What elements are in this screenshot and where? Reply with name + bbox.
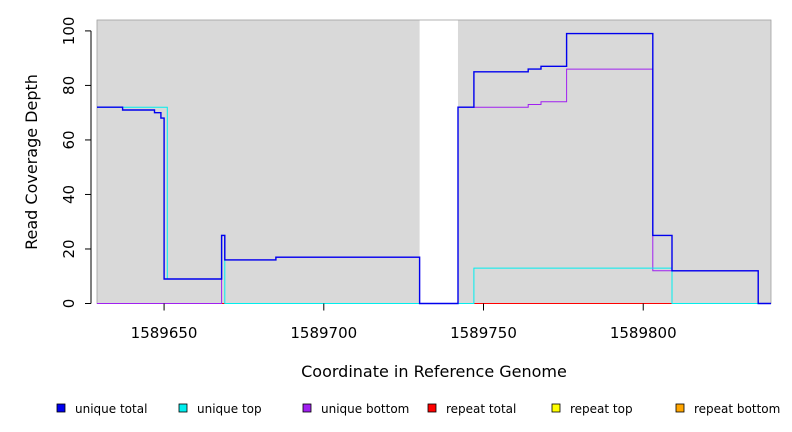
y-tick-label: 80 [60,76,78,95]
legend-item-unique-bottom: unique bottom [302,402,409,416]
series-layer [97,32,771,305]
y-tick-label: 60 [60,130,78,149]
y-tick-label: 0 [60,299,78,309]
legend-swatch [551,403,561,413]
legend-item-unique-top: unique top [178,402,262,416]
legend-swatch [427,403,437,413]
legend-label: repeat total [446,402,516,416]
x-tick-label: 1589800 [610,324,677,342]
legend-label: unique top [197,402,262,416]
legend-swatch [675,403,685,413]
legend-label: repeat top [570,402,633,416]
x-tick-label: 1589750 [450,324,517,342]
legend-swatch [56,403,66,413]
series-line-unique-top [97,106,771,304]
legend-item-unique-total: unique total [56,402,147,416]
x-tick-label: 1589650 [131,324,198,342]
legend-item-repeat-top: repeat top [551,402,633,416]
plot-shade-right [457,20,771,304]
axes-layer: 0 20 40 60 80 100 1589650 1589700 1589750 1589800 [60,17,677,342]
y-tick-label: 40 [60,185,78,204]
y-tick-label: 20 [60,239,78,258]
plot-shade-left [97,20,420,304]
legend-item-repeat-bottom: repeat bottom [675,402,780,416]
series-line-unique-total [97,32,771,305]
legend-label: unique bottom [321,402,409,416]
legend-label: repeat bottom [694,402,780,416]
legend-swatch [178,403,188,413]
y-axis-title: Read Coverage Depth [22,74,41,250]
legend-swatch [302,403,312,413]
x-tick-label: 1589700 [290,324,357,342]
x-axis-title: Coordinate in Reference Genome [301,362,567,381]
legend-item-repeat-total: repeat total [427,402,516,416]
legend-label: unique total [75,402,147,416]
legend: unique total unique top unique bottom repea… [56,402,780,416]
plot-background [96,19,772,304]
y-tick-label: 100 [60,17,78,46]
